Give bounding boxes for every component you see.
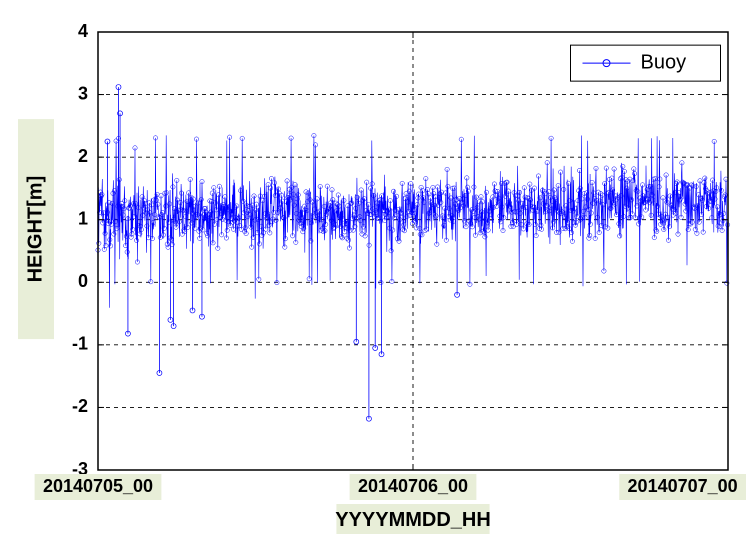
chart-container: HEIGHT[m]-3-2-10123420140705_0020140706_…	[0, 0, 748, 554]
xtick-label: 20140705_00	[43, 476, 153, 496]
ytick-label: 1	[78, 208, 88, 228]
ytick-label: -2	[72, 396, 88, 416]
xtick-label: 20140706_00	[358, 476, 468, 496]
xtick-label: 20140707_00	[628, 476, 738, 496]
ytick-label: 4	[78, 21, 88, 41]
ytick-label: 2	[78, 146, 88, 166]
xlabel: YYYYMMDD_HH	[335, 509, 491, 531]
ylabel: HEIGHT[m]	[24, 176, 46, 283]
ytick-label: 3	[78, 83, 88, 103]
ytick-label: -1	[72, 334, 88, 354]
chart-svg: HEIGHT[m]-3-2-10123420140705_0020140706_…	[0, 0, 748, 554]
legend-label: Buoy	[641, 51, 687, 73]
ytick-label: 0	[78, 271, 88, 291]
